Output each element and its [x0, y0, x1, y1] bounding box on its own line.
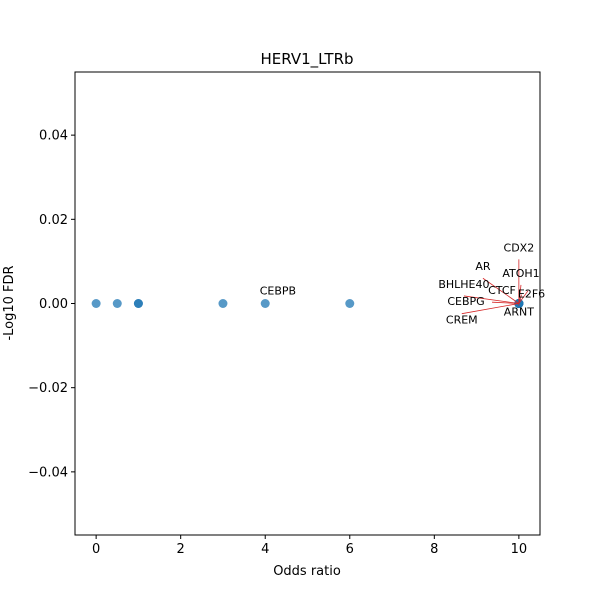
annotation-leader-line [518, 290, 529, 304]
y-tick-label: 0.00 [39, 297, 68, 312]
x-tick-label: 10 [511, 542, 528, 557]
annotation-leader-line [463, 295, 519, 304]
y-tick-label: −0.04 [28, 465, 68, 480]
annotation-label: BHLHE40 [438, 278, 489, 291]
annotation-label: AR [475, 260, 491, 273]
x-tick-label: 0 [92, 542, 100, 557]
annotation-label: E2F6 [518, 288, 545, 301]
data-point [218, 299, 228, 308]
annotation-leader-line [461, 303, 519, 315]
data-point [112, 299, 122, 308]
y-tick-label: 0.02 [39, 213, 68, 228]
x-tick-label: 2 [177, 542, 185, 557]
data-point [345, 299, 355, 308]
data-point [260, 299, 270, 308]
annotation-label: CTCF [488, 284, 516, 297]
x-tick-label: 6 [346, 542, 354, 557]
annotation-leader-line [492, 301, 519, 304]
annotation-leader-line [482, 277, 520, 304]
annotation-label: ATOH1 [502, 267, 539, 280]
x-axis-label: Odds ratio [273, 564, 341, 579]
x-tick-label: 4 [261, 542, 269, 557]
annotation-label: CEBPG [447, 295, 484, 308]
x-tick-label: 8 [430, 542, 438, 557]
annotation-leader-line [518, 284, 522, 304]
data-point [133, 299, 143, 308]
annotation-label: CDX2 [504, 241, 535, 254]
annotation-label: ARNT [504, 306, 534, 319]
data-point [91, 299, 101, 308]
chart-title: HERV1_LTRb [260, 50, 353, 69]
annotation-leader-line [518, 294, 522, 304]
y-tick-label: −0.02 [28, 381, 68, 396]
y-axis-label: -Log10 FDR [2, 265, 17, 340]
annotation-label: CREM [446, 314, 478, 327]
annotation-label: CEBPB [260, 285, 296, 298]
y-tick-label: 0.04 [39, 129, 68, 144]
